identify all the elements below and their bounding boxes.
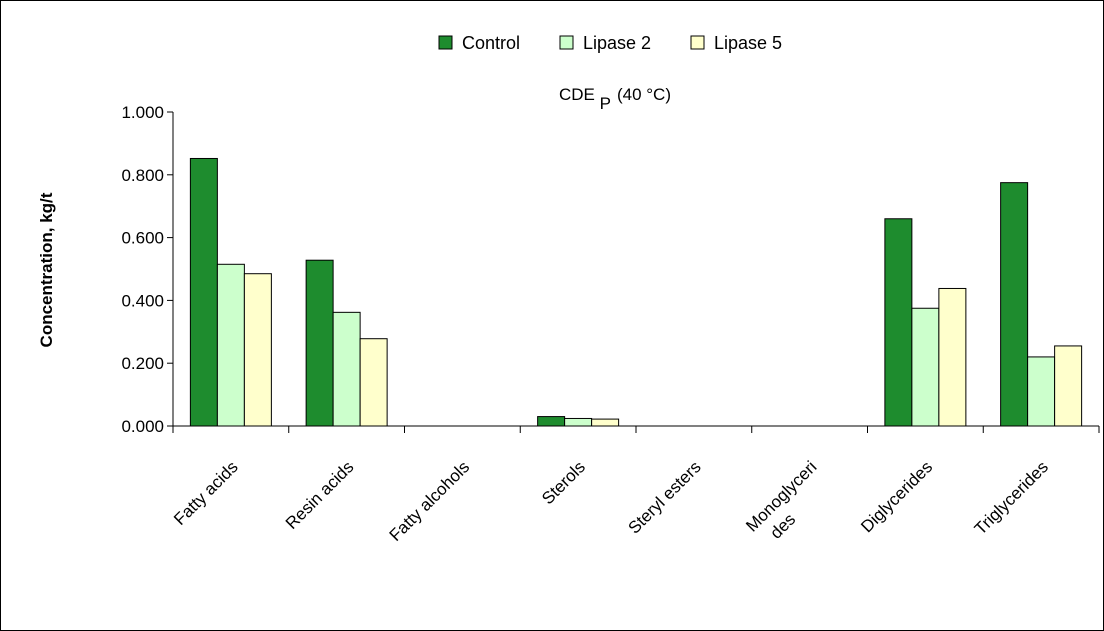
svg-text:Diglycerides: Diglycerides — [857, 457, 936, 536]
svg-text:Fatty alcohols: Fatty alcohols — [386, 457, 474, 545]
legend-item: Lipase 2 — [559, 33, 651, 53]
legend-label: Lipase 2 — [583, 33, 651, 53]
bar-lipase-5 — [243, 273, 272, 427]
legend-swatch — [438, 35, 453, 50]
legend: Control Lipase 2 Lipase 5 — [438, 33, 782, 53]
svg-text:Sterols: Sterols — [538, 457, 589, 508]
y-tick-label: 1.000 — [121, 103, 164, 122]
bar-lipase-2 — [1027, 356, 1056, 427]
svg-text:Resin acids: Resin acids — [282, 457, 358, 533]
legend-item: Control — [438, 33, 520, 53]
bar-lipase-5 — [591, 418, 620, 427]
legend-item: Lipase 5 — [690, 33, 782, 53]
x-tick-label: Steryl esters — [624, 457, 704, 537]
legend-label: Control — [462, 33, 520, 53]
x-tick-label: Triglycerides — [971, 457, 1052, 538]
x-tick-label: Fatty acids — [170, 457, 242, 529]
y-tick-label: 0.800 — [121, 166, 164, 185]
y-axis: 0.000 0.200 0.400 0.600 0.800 1.000 — [121, 103, 174, 436]
bar-lipase-5 — [938, 287, 967, 427]
bar-lipase-5 — [359, 338, 388, 427]
bar-control — [537, 416, 566, 427]
y-tick-label: 0.000 — [121, 417, 164, 436]
x-tick-label: Sterols — [538, 457, 589, 508]
y-tick-label: 0.600 — [121, 229, 164, 248]
bar-lipase-2 — [216, 263, 245, 427]
bar-control — [884, 218, 913, 427]
x-tick-label: Resin acids — [282, 457, 358, 533]
chart-subtitle: CDE P (40 °C) — [559, 85, 671, 113]
bar-lipase-5 — [1054, 345, 1083, 427]
x-axis: Fatty acids Resin acids Fatty alcohols Ster… — [170, 425, 1100, 545]
bar-control — [305, 259, 334, 427]
bar-lipase-2 — [911, 307, 940, 427]
bar-lipase-2 — [564, 417, 593, 427]
legend-swatch — [690, 35, 705, 50]
bars — [189, 157, 1083, 427]
bar-control — [189, 157, 218, 427]
svg-text:Triglycerides: Triglycerides — [971, 457, 1052, 538]
legend-label: Lipase 5 — [714, 33, 782, 53]
y-axis-label: Concentration, kg/t — [37, 192, 56, 347]
y-tick-label: 0.400 — [121, 291, 164, 310]
legend-swatch — [559, 35, 574, 50]
svg-text:Steryl esters: Steryl esters — [624, 457, 704, 537]
bar-lipase-2 — [332, 311, 361, 427]
y-tick-label: 0.200 — [121, 354, 164, 373]
x-tick-label: Fatty alcohols — [386, 457, 474, 545]
bar-control — [1000, 182, 1029, 427]
svg-text:Fatty acids: Fatty acids — [170, 457, 242, 529]
x-tick-label: Diglycerides — [857, 457, 936, 536]
